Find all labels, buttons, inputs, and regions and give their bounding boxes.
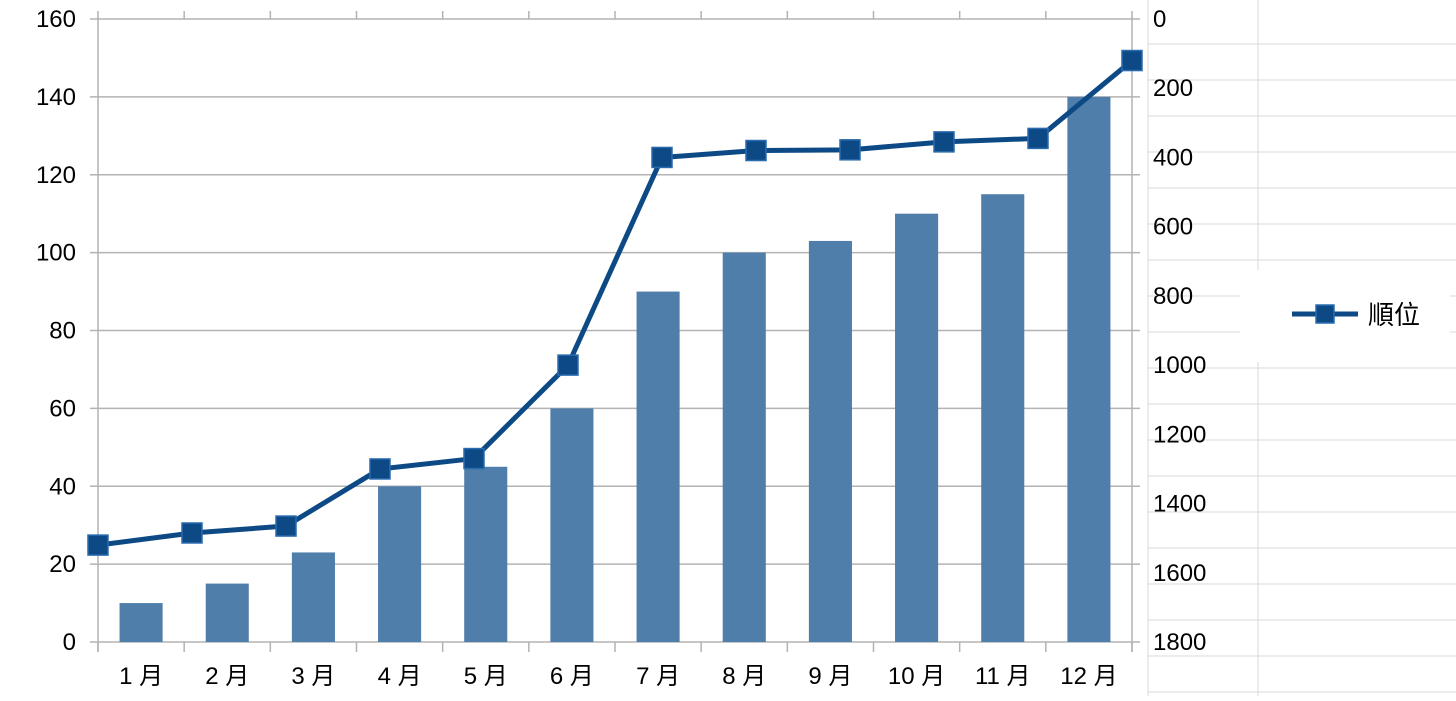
line-point-marker [557, 354, 579, 376]
legend-marker-swatch [1315, 304, 1335, 324]
bar [119, 603, 163, 642]
left-tick-label: 140 [36, 84, 76, 111]
line-point-marker [87, 534, 109, 556]
bar [378, 486, 422, 642]
right-tick-label: 1000 [1153, 352, 1206, 379]
line-point-marker [839, 139, 861, 161]
bar [291, 552, 335, 642]
x-tick-label: 3 月 [291, 663, 335, 690]
right-tick-label: 600 [1153, 214, 1193, 241]
bar [1067, 96, 1111, 642]
x-tick-label: 7 月 [636, 663, 680, 690]
right-axis-tick-labels: 0 200 400 600 800 1000 1200 1400 1600 1800 [1153, 6, 1206, 656]
bar [464, 466, 508, 642]
left-tick-label: 0 [63, 629, 76, 656]
right-tick-label: 400 [1153, 144, 1193, 171]
bar-series [119, 96, 1111, 642]
right-tick-label: 200 [1153, 75, 1193, 102]
x-axis-tick-labels: 1 月 2 月 3 月 4 月 5 月 6 月 7 月 8 月 9 月 10 月 11 月 12 月 [119, 663, 1118, 690]
x-tick-label: 12 月 [1060, 663, 1117, 690]
left-tick-label: 80 [49, 318, 76, 345]
left-tick-label: 160 [36, 6, 76, 33]
bar [550, 408, 594, 642]
bar [981, 194, 1025, 642]
line-point-marker [181, 522, 203, 544]
right-tick-label: 1400 [1153, 491, 1206, 518]
x-tick-label: 4 月 [378, 663, 422, 690]
right-tick-label: 1600 [1153, 560, 1206, 587]
x-tick-label: 2 月 [205, 663, 249, 690]
line-point-marker [933, 131, 955, 153]
left-tick-label: 40 [49, 473, 76, 500]
line-point-marker [275, 515, 297, 537]
x-tick-label: 5 月 [464, 663, 508, 690]
bar [808, 240, 852, 642]
bar [636, 291, 680, 642]
line-point-marker [1027, 127, 1049, 150]
line-point-marker [1121, 49, 1143, 72]
line-point-marker [463, 447, 485, 470]
horizontal-gridlines [98, 18, 1132, 643]
spreadsheet-grid-background [1147, 0, 1456, 696]
x-tick-label: 1 月 [119, 663, 163, 690]
left-tick-label: 120 [36, 162, 76, 189]
x-tick-label: 10 月 [888, 663, 945, 690]
line-point-marker [745, 139, 767, 162]
legend: 順位 [1292, 301, 1420, 331]
left-axis-tick-labels: 0 20 40 60 80 100 120 140 160 [36, 6, 76, 656]
x-tick-label: 11 月 [975, 663, 1031, 690]
series-line [97, 58, 1134, 548]
line-series [87, 49, 1143, 556]
legend-entry-label: 順位 [1368, 301, 1420, 331]
bar [722, 252, 766, 642]
left-tick-label: 60 [49, 395, 76, 422]
line-point-marker [651, 146, 673, 169]
right-tick-label: 800 [1153, 283, 1193, 310]
right-tick-label: 1200 [1153, 421, 1206, 448]
bar [895, 213, 939, 642]
line-point-marker [369, 458, 391, 480]
left-tick-label: 20 [49, 551, 76, 578]
x-tick-label: 6 月 [550, 663, 594, 690]
x-tick-label: 8 月 [722, 663, 766, 690]
right-tick-label: 1800 [1153, 629, 1206, 656]
x-tick-label: 9 月 [808, 663, 852, 690]
bar [205, 583, 249, 642]
left-tick-label: 100 [36, 240, 76, 267]
right-tick-label: 0 [1153, 6, 1166, 33]
